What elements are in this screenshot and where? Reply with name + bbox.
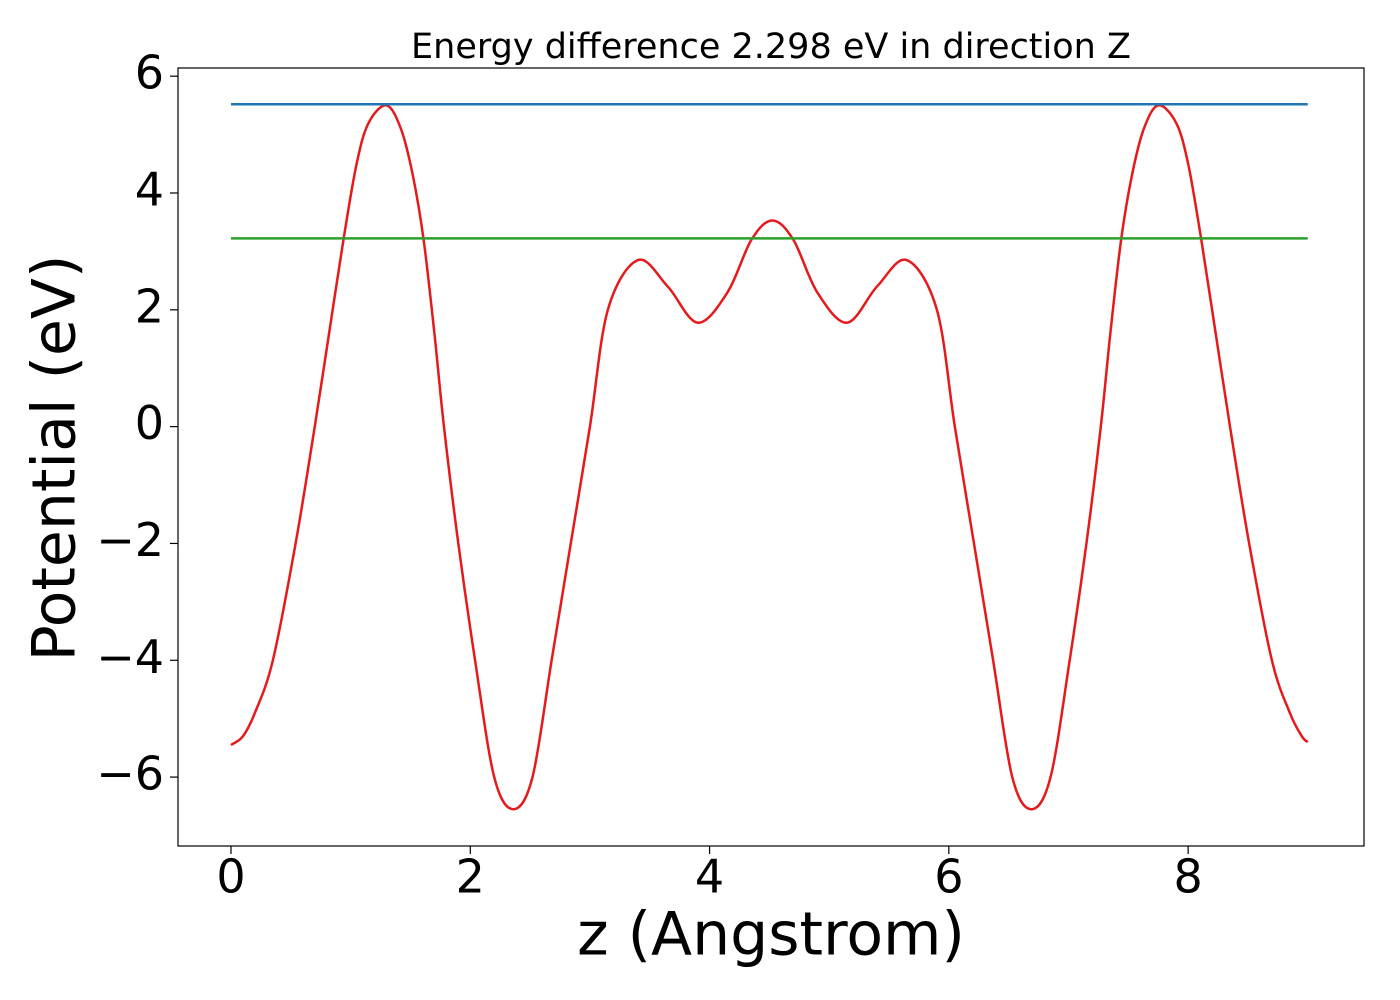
y-axis-label: Potential (eV) xyxy=(20,255,90,662)
y-tick-label: 2 xyxy=(135,279,164,333)
x-tick-label: 8 xyxy=(1173,850,1202,904)
y-tick-label: −4 xyxy=(96,630,164,684)
y-tick-label: −6 xyxy=(96,747,164,801)
series-line xyxy=(230,104,1309,811)
y-tick-label: 6 xyxy=(135,46,164,100)
y-tick-label: −2 xyxy=(96,513,164,567)
plot-frame xyxy=(177,67,1365,847)
x-tick-label: 0 xyxy=(216,850,245,904)
x-axis-label: z (Angstrom) xyxy=(577,900,965,970)
y-tick-label: 4 xyxy=(135,162,164,216)
chart-title: Energy difference 2.298 eV in direction … xyxy=(411,27,1131,67)
x-tick-label: 2 xyxy=(456,850,485,904)
x-tick-label: 4 xyxy=(695,850,724,904)
x-tick-label: 6 xyxy=(934,850,963,904)
y-tick-label: 0 xyxy=(135,396,164,450)
